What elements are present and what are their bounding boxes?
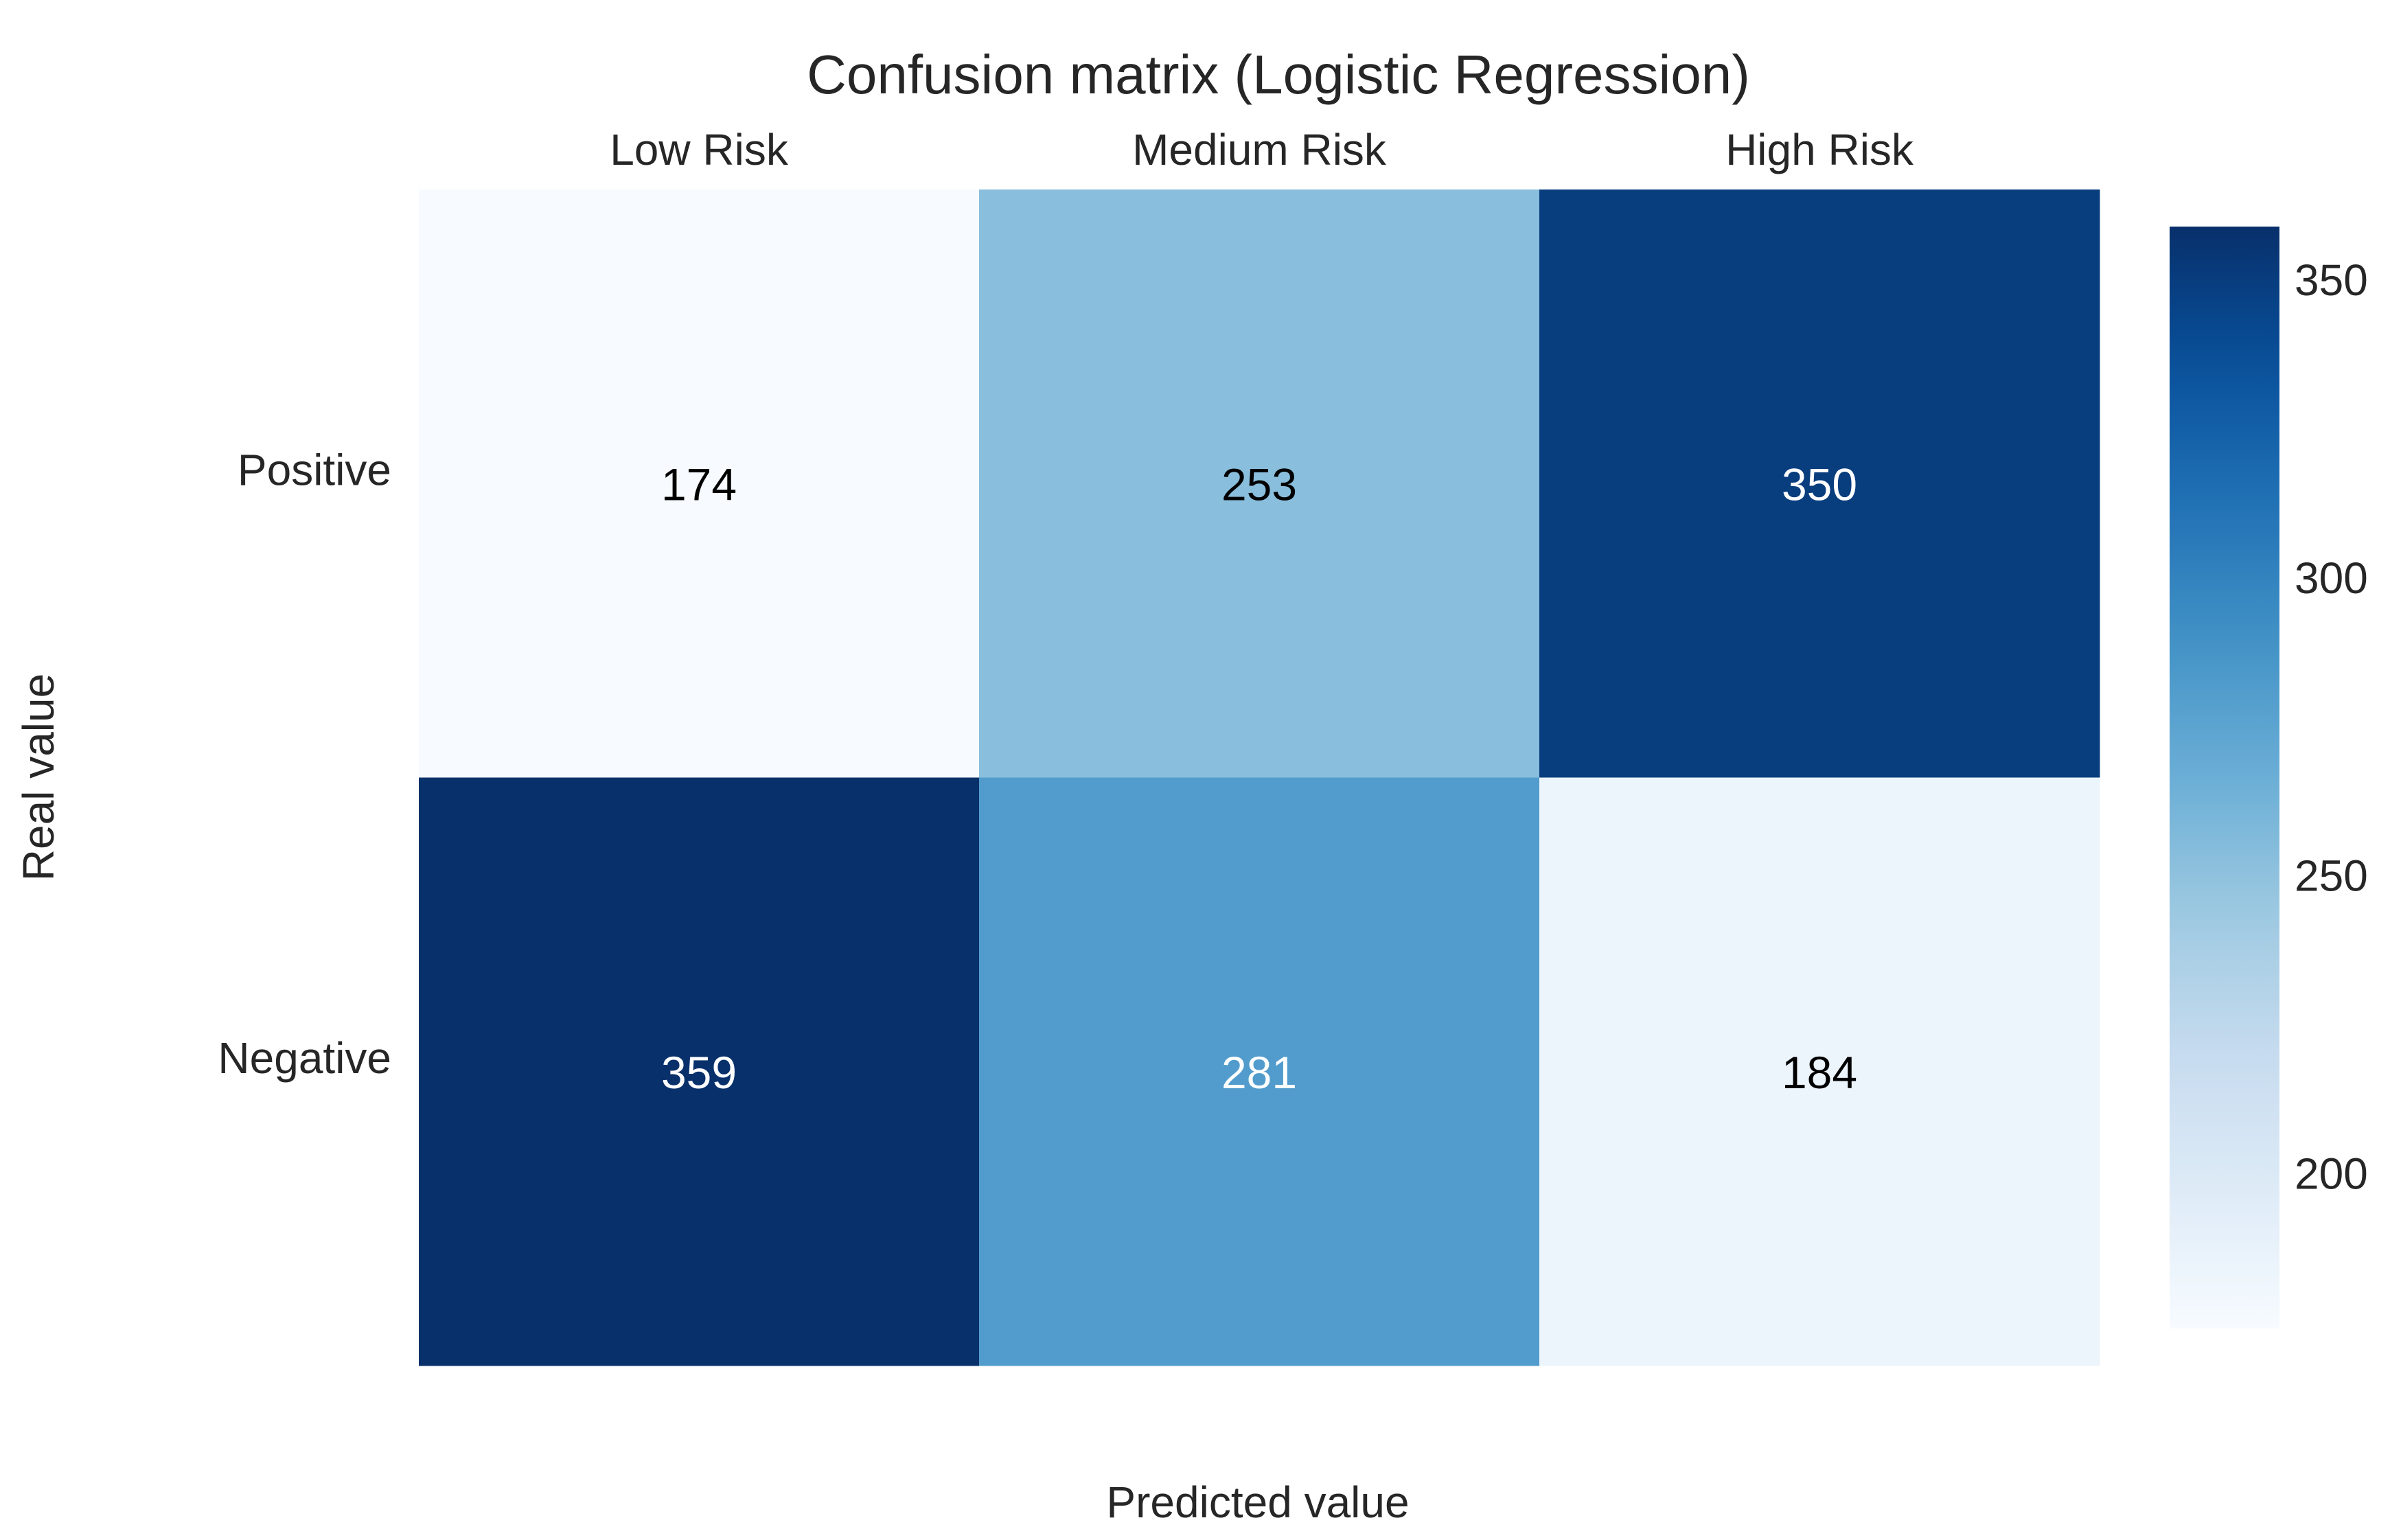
cell-value-label: 281 — [1221, 1047, 1297, 1098]
column-label: Medium Risk — [1132, 125, 1387, 174]
column-label: High Risk — [1725, 125, 1914, 174]
colorbar-ticks: 200 250 300 350 — [2295, 255, 2368, 1198]
cell-value-label: 184 — [1782, 1047, 1857, 1098]
column-labels: Low Risk Medium Risk High Risk — [610, 125, 1914, 174]
cell-value-label: 174 — [661, 459, 737, 509]
colorbar-tick-label: 350 — [2295, 255, 2368, 305]
row-label: Negative — [218, 1033, 391, 1083]
heatmap-cell — [979, 777, 1540, 1366]
heatmap-cell — [419, 777, 980, 1366]
heatmap-cells — [419, 189, 2100, 1366]
x-axis-label: Predicted value — [1106, 1478, 1409, 1527]
colorbar-bar — [2170, 227, 2279, 1329]
y-axis-label: Real value — [14, 674, 63, 881]
row-label: Positive — [238, 445, 391, 494]
row-labels: Positive Negative — [218, 445, 391, 1083]
heatmap-cell — [1539, 777, 2100, 1366]
chart-title: Confusion matrix (Logistic Regression) — [807, 44, 1750, 105]
colorbar: 200 250 300 350 — [2170, 227, 2368, 1329]
colorbar-tick-label: 200 — [2295, 1149, 2368, 1198]
colorbar-tick-label: 250 — [2295, 851, 2368, 901]
heatmap-cell — [979, 189, 1540, 778]
heatmap-cell — [1539, 189, 2100, 778]
cell-value-label: 350 — [1782, 459, 1857, 509]
cell-value-label: 359 — [661, 1047, 737, 1098]
heatmap-cell-values: 174 253 350 359 281 184 — [661, 459, 1857, 1098]
colorbar-tick-label: 300 — [2295, 553, 2368, 603]
column-label: Low Risk — [610, 125, 789, 174]
cell-value-label: 253 — [1221, 459, 1297, 509]
heatmap-cell — [419, 189, 980, 778]
